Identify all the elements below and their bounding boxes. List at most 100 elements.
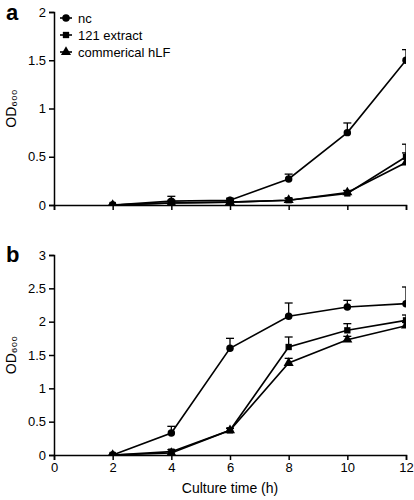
series-line [113,60,406,205]
series [109,50,406,205]
axis-line [49,13,55,206]
legend-label: 121 extract [78,28,143,43]
tick [289,205,290,210]
tick-label: 4 [168,460,175,475]
tick-mark [49,205,54,207]
tick-label: 2 [39,5,46,20]
tick: 0 [39,198,54,213]
tick-label: 2 [39,314,46,329]
marker [344,303,351,310]
plot-area [108,50,406,205]
legend-item: commerical hLF [60,45,171,60]
tick-mark [347,205,349,210]
error-bar-cap [402,49,406,50]
error-bar-cap [285,336,293,337]
error-bar-cap [167,426,175,427]
tick [347,205,348,210]
series [108,320,406,455]
tick: 1 [39,381,54,396]
tick-mark [49,355,54,357]
legend-marker [62,14,69,21]
tick-label: 12 [399,460,413,475]
legend: nc 121 extract commerical hLF [60,11,171,60]
legend-marker [63,32,69,38]
error-bar-cap [402,152,406,153]
tick-mark [49,60,54,62]
x-axis [55,205,407,210]
error-bar-cap [285,302,293,303]
error-bar-cap [167,196,175,197]
tick: 0.5 [28,149,54,164]
tick-mark [49,455,54,457]
marker [284,194,294,203]
marker [401,157,406,166]
marker [344,327,350,333]
series-line [113,157,406,205]
marker [108,449,118,455]
tick-label: 3 [39,248,46,263]
plot-area [108,287,406,455]
marker [344,129,351,136]
tick-mark [49,388,54,390]
tick-label: 2.5 [28,281,46,296]
series [109,144,406,205]
marker [402,57,406,64]
tick-mark [288,205,290,210]
error-bar-cap [343,323,351,324]
tick-label: 1.5 [28,53,46,68]
series [109,315,406,455]
tick: 2 [110,455,117,475]
tick: 1.5 [28,53,54,68]
marker [401,320,406,329]
series-line [113,163,406,205]
x-axis: 024681012 [51,455,414,475]
axis-line [49,256,55,456]
marker [285,175,292,182]
marker [225,196,235,205]
error-bar-cap [343,122,351,123]
tick-mark [54,205,56,210]
marker [402,300,406,307]
y-axis: 00.511.522.53 [28,248,55,463]
error-bar-cap [402,144,406,145]
tick: 2 [39,314,54,329]
tick-mark [406,205,408,210]
legend-label: nc [78,11,92,26]
tick-label: 6 [227,460,234,475]
y-axis-title: OD₆₀₀ [3,89,19,127]
tick [230,205,231,210]
error-bar-cap [402,314,406,315]
axis-line [55,206,407,211]
tick-label: 0 [39,448,46,463]
tick-mark [171,205,173,210]
legend-item: nc [60,11,92,26]
tick: 4 [168,455,175,475]
y-axis-title: OD₆₀₀ [3,336,19,374]
tick [406,205,407,210]
error-bar-cap [226,338,234,339]
tick: 10 [341,455,355,475]
tick: 6 [227,455,234,475]
marker [168,429,175,436]
marker [284,357,294,366]
panel-label: a [6,0,19,25]
tick-label: 1.5 [28,348,46,363]
series-line [113,304,406,455]
tick-label: 2 [110,460,117,475]
tick-mark [112,205,114,210]
legend-marker [61,46,71,55]
tick [54,205,55,210]
tick: 2.5 [28,281,54,296]
tick: 2 [39,5,54,20]
tick [113,205,114,210]
panel-label: b [6,242,19,267]
tick-label: 0 [51,460,58,475]
marker [225,425,235,434]
marker [166,447,176,455]
marker [342,187,352,196]
error-bar-cap [402,286,406,287]
tick-mark [49,12,54,14]
tick-mark [49,321,54,323]
legend-item: 121 extract [60,28,143,43]
series-line [113,320,406,455]
